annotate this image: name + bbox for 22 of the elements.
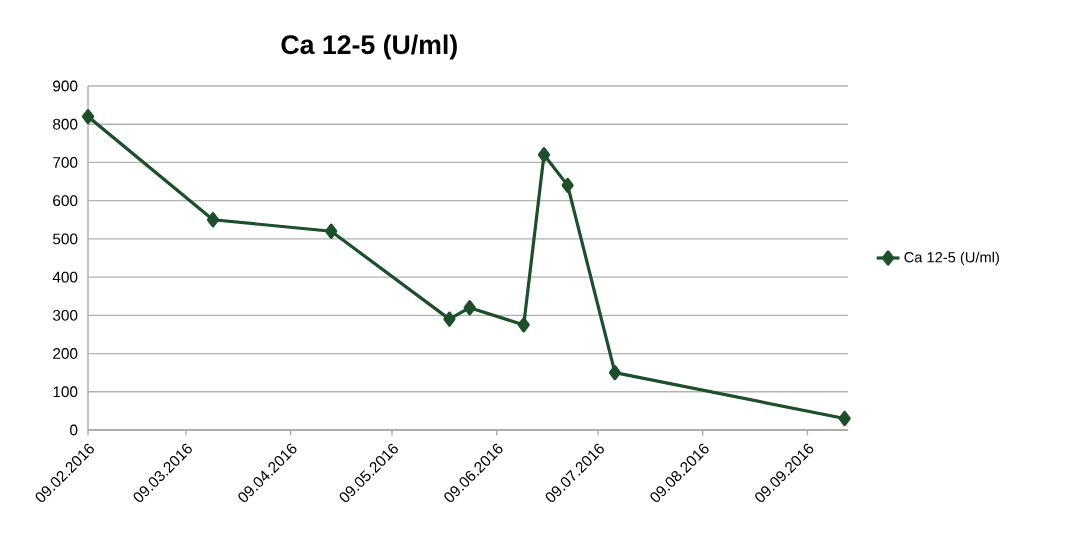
y-tick-label: 600 <box>53 195 78 207</box>
y-tick-label: 100 <box>53 386 78 398</box>
point <box>325 223 338 239</box>
y-tick-label: 500 <box>52 233 78 245</box>
y-tick-label: 900 <box>53 80 78 92</box>
y-tick-label: 800 <box>53 118 78 130</box>
legend-label: Ca 12-5 (U/ml) <box>904 251 999 266</box>
y-tick-label: 200 <box>53 348 78 359</box>
y-tick-label: 400 <box>52 271 78 283</box>
point <box>443 311 456 327</box>
point <box>838 410 851 427</box>
point <box>517 317 530 333</box>
point <box>463 300 476 316</box>
point <box>608 365 622 381</box>
point <box>537 147 551 163</box>
point <box>81 108 95 125</box>
point <box>561 177 574 193</box>
y-tick-label: 0 <box>70 424 78 436</box>
y-tick-label: 300 <box>52 309 78 321</box>
point <box>206 212 220 228</box>
y-tick-label: 700 <box>53 157 78 168</box>
chart-title: Ca 12-5 (U/ml) <box>281 34 457 60</box>
